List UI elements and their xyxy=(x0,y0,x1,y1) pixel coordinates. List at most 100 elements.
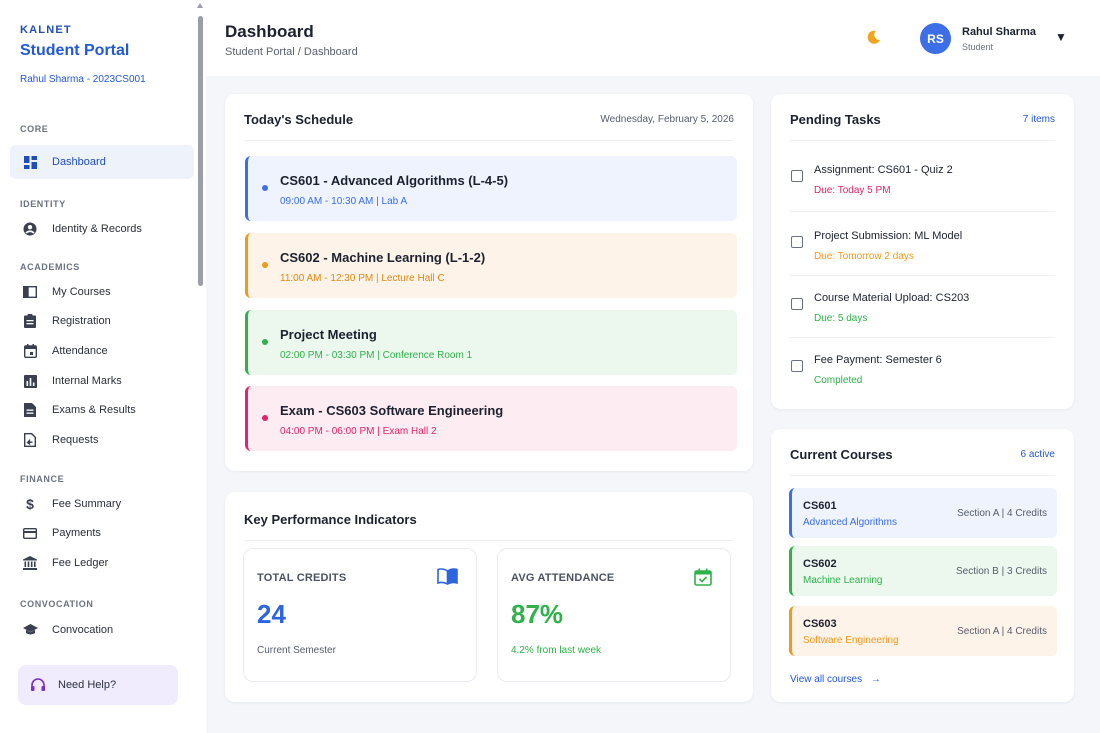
schedule-item-detail: 02:00 PM - 03:30 PM | Conference Room 1 xyxy=(280,350,473,361)
sidebar-item-label: Attendance xyxy=(52,345,108,357)
need-help-label: Need Help? xyxy=(58,679,117,691)
scroll-up-arrow[interactable] xyxy=(197,3,203,8)
sidebar-item-fee-summary[interactable]: $ Fee Summary xyxy=(10,487,194,521)
kpi-total-credits: TOTAL CREDITS 24 Current Semester xyxy=(243,548,477,682)
task-checkbox[interactable] xyxy=(791,170,803,182)
sidebar-item-label: Identity & Records xyxy=(52,223,142,235)
task-title: Course Material Upload: CS203 xyxy=(814,292,970,304)
schedule-item-title: Project Meeting xyxy=(280,327,377,342)
clipboard-icon xyxy=(22,313,38,329)
sidebar-item-label: Fee Summary xyxy=(52,498,122,510)
book-open-icon xyxy=(437,568,458,590)
task-due: Due: Tomorrow 2 days xyxy=(814,251,914,262)
course-name: Advanced Algorithms xyxy=(803,517,897,528)
sidebar-item-dashboard[interactable]: Dashboard xyxy=(10,145,194,179)
current-courses-card: Current Courses 6 active CS601 Advanced … xyxy=(771,429,1074,702)
need-help-button[interactable]: Need Help? xyxy=(18,665,178,705)
course-info: Section A | 4 Credits xyxy=(957,508,1047,519)
user-name: Rahul Sharma xyxy=(962,26,1036,38)
schedule-item-detail: 11:00 AM - 12:30 PM | Lecture Hall C xyxy=(280,273,445,284)
caret-down-icon[interactable]: ▼ xyxy=(1055,30,1067,44)
schedule-title: Today's Schedule xyxy=(244,112,354,127)
divider xyxy=(790,211,1055,212)
sidebar-scrollbar[interactable] xyxy=(198,16,203,286)
course-info: Section B | 3 Credits xyxy=(956,566,1047,577)
sidebar-item-label: Dashboard xyxy=(52,156,106,168)
user-role: Student xyxy=(962,42,994,52)
avatar[interactable]: RS xyxy=(920,23,951,54)
sidebar-item-identity-records[interactable]: Identity & Records xyxy=(10,212,194,246)
page-title: Dashboard xyxy=(225,22,314,41)
divider xyxy=(790,275,1055,276)
course-name: Software Engineering xyxy=(803,635,899,646)
top-header: Dashboard Student Portal / Dashboard RS … xyxy=(206,0,1100,76)
task-checkbox[interactable] xyxy=(791,298,803,310)
schedule-item-title: Exam - CS603 Software Engineering xyxy=(280,403,504,418)
kpi-value: 24 xyxy=(257,599,286,629)
nav-group-academics: ACADEMICS xyxy=(20,262,80,272)
sidebar-item-my-courses[interactable]: My Courses xyxy=(10,275,194,309)
task-checkbox[interactable] xyxy=(791,236,803,248)
nav-group-convocation: CONVOCATION xyxy=(20,599,94,609)
kpi-avg-attendance: AVG ATTENDANCE 87% 4.2% from last week xyxy=(497,548,731,682)
moon-icon[interactable] xyxy=(866,30,881,50)
schedule-card: Today's Schedule Wednesday, February 5, … xyxy=(225,94,753,471)
kpi-label: TOTAL CREDITS xyxy=(257,572,347,584)
tasks-title: Pending Tasks xyxy=(790,112,881,127)
schedule-item-title: CS602 - Machine Learning (L-1-2) xyxy=(280,250,486,265)
sidebar-item-label: Fee Ledger xyxy=(52,557,109,569)
status-dot xyxy=(262,415,268,421)
kpi-label: AVG ATTENDANCE xyxy=(511,572,615,584)
sidebar-item-fee-ledger[interactable]: Fee Ledger xyxy=(10,546,194,580)
request-file-icon xyxy=(22,432,38,448)
dashboard-icon xyxy=(22,154,38,170)
courses-title: Current Courses xyxy=(790,447,893,462)
sidebar-item-label: Exams & Results xyxy=(52,404,136,416)
sidebar-item-label: Payments xyxy=(52,527,101,539)
schedule-date: Wednesday, February 5, 2026 xyxy=(600,114,734,125)
nav-group-core: CORE xyxy=(20,124,49,134)
kpi-title: Key Performance Indicators xyxy=(244,512,417,527)
task-checkbox[interactable] xyxy=(791,360,803,372)
task-title: Project Submission: ML Model xyxy=(814,230,963,242)
schedule-item[interactable]: Project Meeting 02:00 PM - 03:30 PM | Co… xyxy=(245,310,737,375)
course-code: CS601 xyxy=(803,500,837,512)
sidebar-item-label: Requests xyxy=(52,434,99,446)
sidebar-item-internal-marks[interactable]: Internal Marks xyxy=(10,364,194,398)
brand-title: Student Portal xyxy=(20,42,130,59)
sidebar-item-attendance[interactable]: Attendance xyxy=(10,334,194,368)
kpi-value: 87% xyxy=(511,599,564,629)
sidebar-item-convocation[interactable]: Convocation xyxy=(10,613,194,647)
graduation-cap-icon xyxy=(22,622,38,638)
schedule-item[interactable]: CS601 - Advanced Algorithms (L-4-5) 09:0… xyxy=(245,156,737,221)
tasks-count-link[interactable]: 7 items xyxy=(1022,114,1055,125)
view-all-courses-link[interactable]: View all courses → xyxy=(790,674,881,685)
course-item[interactable]: CS601 Advanced Algorithms Section A | 4 … xyxy=(789,488,1057,538)
sidebar-item-payments[interactable]: Payments xyxy=(10,516,194,550)
divider xyxy=(790,337,1055,338)
sidebar-item-requests[interactable]: Requests xyxy=(10,423,194,457)
sidebar-item-label: Internal Marks xyxy=(52,375,122,387)
course-item[interactable]: CS602 Machine Learning Section B | 3 Cre… xyxy=(789,546,1057,596)
nav-group-finance: FINANCE xyxy=(20,474,65,484)
divider xyxy=(244,540,734,541)
dollar-icon: $ xyxy=(26,496,34,512)
status-dot xyxy=(262,262,268,268)
status-dot xyxy=(262,185,268,191)
schedule-item[interactable]: Exam - CS603 Software Engineering 04:00 … xyxy=(245,386,737,451)
kpi-note: 4.2% from last week xyxy=(511,645,602,656)
schedule-item[interactable]: CS602 - Machine Learning (L-1-2) 11:00 A… xyxy=(245,233,737,298)
courses-count-link[interactable]: 6 active xyxy=(1020,449,1055,460)
brand-kicker: KALNET xyxy=(20,24,72,36)
course-name: Machine Learning xyxy=(803,575,883,586)
course-item[interactable]: CS603 Software Engineering Section A | 4… xyxy=(789,606,1057,656)
sidebar-item-label: My Courses xyxy=(52,286,111,298)
sidebar-item-registration[interactable]: Registration xyxy=(10,304,194,338)
schedule-item-detail: 09:00 AM - 10:30 AM | Lab A xyxy=(280,196,408,207)
divider xyxy=(244,140,734,141)
course-code: CS603 xyxy=(803,618,837,630)
task-title: Fee Payment: Semester 6 xyxy=(814,354,942,366)
task-due: Due: Today 5 PM xyxy=(814,185,891,196)
schedule-item-title: CS601 - Advanced Algorithms (L-4-5) xyxy=(280,173,509,188)
sidebar-item-exams-results[interactable]: Exams & Results xyxy=(10,393,194,427)
